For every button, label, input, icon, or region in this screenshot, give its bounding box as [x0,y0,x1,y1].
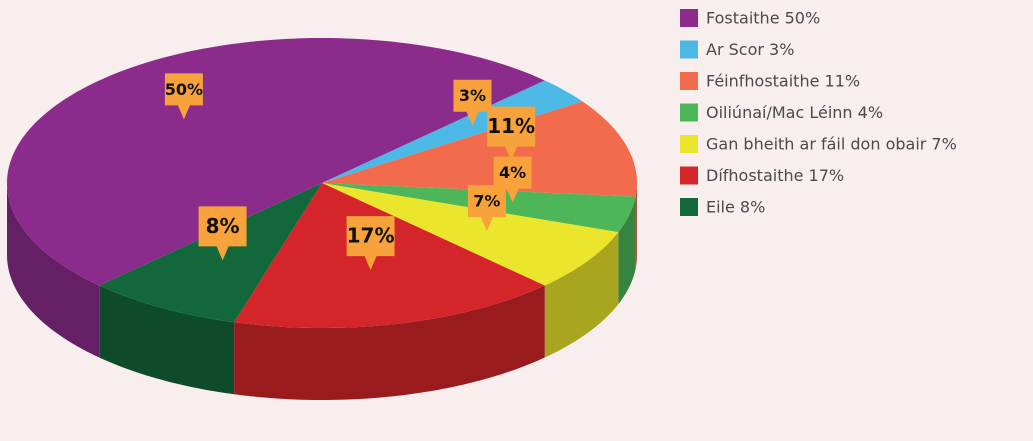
legend-swatch [680,135,698,153]
label-text: 7% [473,192,500,211]
label-text: 50% [165,80,203,99]
slice-side [544,232,619,358]
slice-side [618,196,636,305]
legend-swatch [680,9,698,27]
slice [322,80,583,183]
label-text: 8% [206,214,240,238]
label-callout [164,73,203,120]
slice [99,183,322,323]
slice [7,38,545,286]
legend-label: Gan bheith ar fáil don obair 7% [706,135,957,154]
label-callout [453,79,492,126]
legend-label: Ar Scor 3% [706,40,794,59]
slice-side [7,183,100,358]
label-callout [493,156,532,203]
legend-label: Féinfhostaithe 11% [706,72,860,91]
data-label: 7% [467,185,506,232]
label-text: 11% [487,114,535,138]
label-text: 3% [459,86,486,105]
data-label: 11% [487,106,536,161]
legend-label: Fostaithe 50% [706,9,820,28]
slice [322,101,637,197]
data-label: 4% [493,156,532,203]
legend-label: Oiliúnaí/Mac Léinn 4% [706,103,883,122]
label-text: 17% [347,224,395,248]
label-callout [346,216,395,271]
slice [322,183,619,286]
legend-swatch [680,198,698,216]
slice-side [635,183,637,269]
data-label: 8% [198,206,247,261]
label-callout [467,185,506,232]
legend-label: Eile 8% [706,198,765,217]
data-label: 50% [164,73,203,120]
slice-side [99,285,235,395]
label-text: 4% [499,163,526,182]
legend-label: Dífhostaithe 17% [706,166,844,185]
legend-swatch [680,103,698,122]
data-label: 3% [453,79,492,126]
label-callout [487,106,536,161]
legend-swatch [680,166,698,185]
label-callout [198,206,247,261]
slice-side [234,285,545,400]
data-label: 17% [346,216,395,271]
legend-swatch [680,72,698,90]
legend-swatch [680,40,698,59]
